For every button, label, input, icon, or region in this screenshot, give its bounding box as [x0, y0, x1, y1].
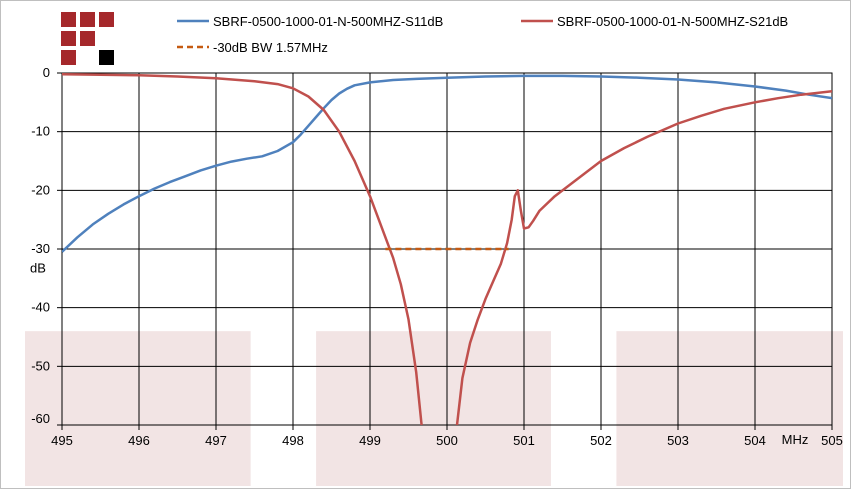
x-tick-label: 497: [205, 433, 227, 448]
shaded-region-0: [25, 331, 251, 486]
y-tick-label: -20: [31, 182, 50, 197]
logo-square: [99, 50, 114, 65]
logo-square: [61, 12, 76, 27]
y-tick-label: -50: [31, 358, 50, 373]
series-line-1-seg-1: [455, 89, 832, 425]
shaded-region-2: [616, 331, 843, 486]
x-tick-label: 503: [667, 433, 689, 448]
logo-square: [80, 12, 95, 27]
x-tick-label: 496: [128, 433, 150, 448]
legend-label-1: SBRF-0500-1000-01-N-500MHZ-S21dB: [557, 14, 788, 29]
legend: SBRF-0500-1000-01-N-500MHZ-S11dB SBRF-050…: [177, 14, 788, 55]
data-series: [62, 72, 832, 425]
x-tick-label: 499: [359, 433, 381, 448]
x-tick-label: 500: [436, 433, 458, 448]
y-tick-label: 0: [43, 65, 50, 80]
series-line-0: [62, 74, 832, 253]
y-tick-label: -10: [31, 124, 50, 139]
grid-lines: [62, 73, 832, 425]
legend-label-2: -30dB BW 1.57MHz: [213, 40, 328, 55]
company-logo: [61, 12, 114, 65]
x-tick-label: 501: [513, 433, 535, 448]
series-line-1-seg-0: [62, 72, 423, 425]
x-tick-label: 498: [282, 433, 304, 448]
logo-square: [61, 31, 76, 46]
shaded-regions: [25, 331, 843, 486]
logo-square: [99, 12, 114, 27]
shaded-region-1: [316, 331, 551, 486]
x-tick-label: 505: [821, 433, 843, 448]
y-tick-label: -40: [31, 300, 50, 315]
legend-label-0: SBRF-0500-1000-01-N-500MHZ-S11dB: [213, 14, 443, 29]
x-tick-label: 504: [744, 433, 766, 448]
x-tick-label: 495: [51, 433, 73, 448]
y-axis-label: dB: [30, 260, 46, 275]
logo-square: [80, 31, 95, 46]
logo-square: [61, 50, 76, 65]
x-tick-label: 502: [590, 433, 612, 448]
y-tick-label: -30: [31, 241, 50, 256]
x-axis-label: MHz: [782, 432, 809, 447]
axes: [57, 72, 833, 430]
y-tick-label: -60: [31, 411, 50, 426]
